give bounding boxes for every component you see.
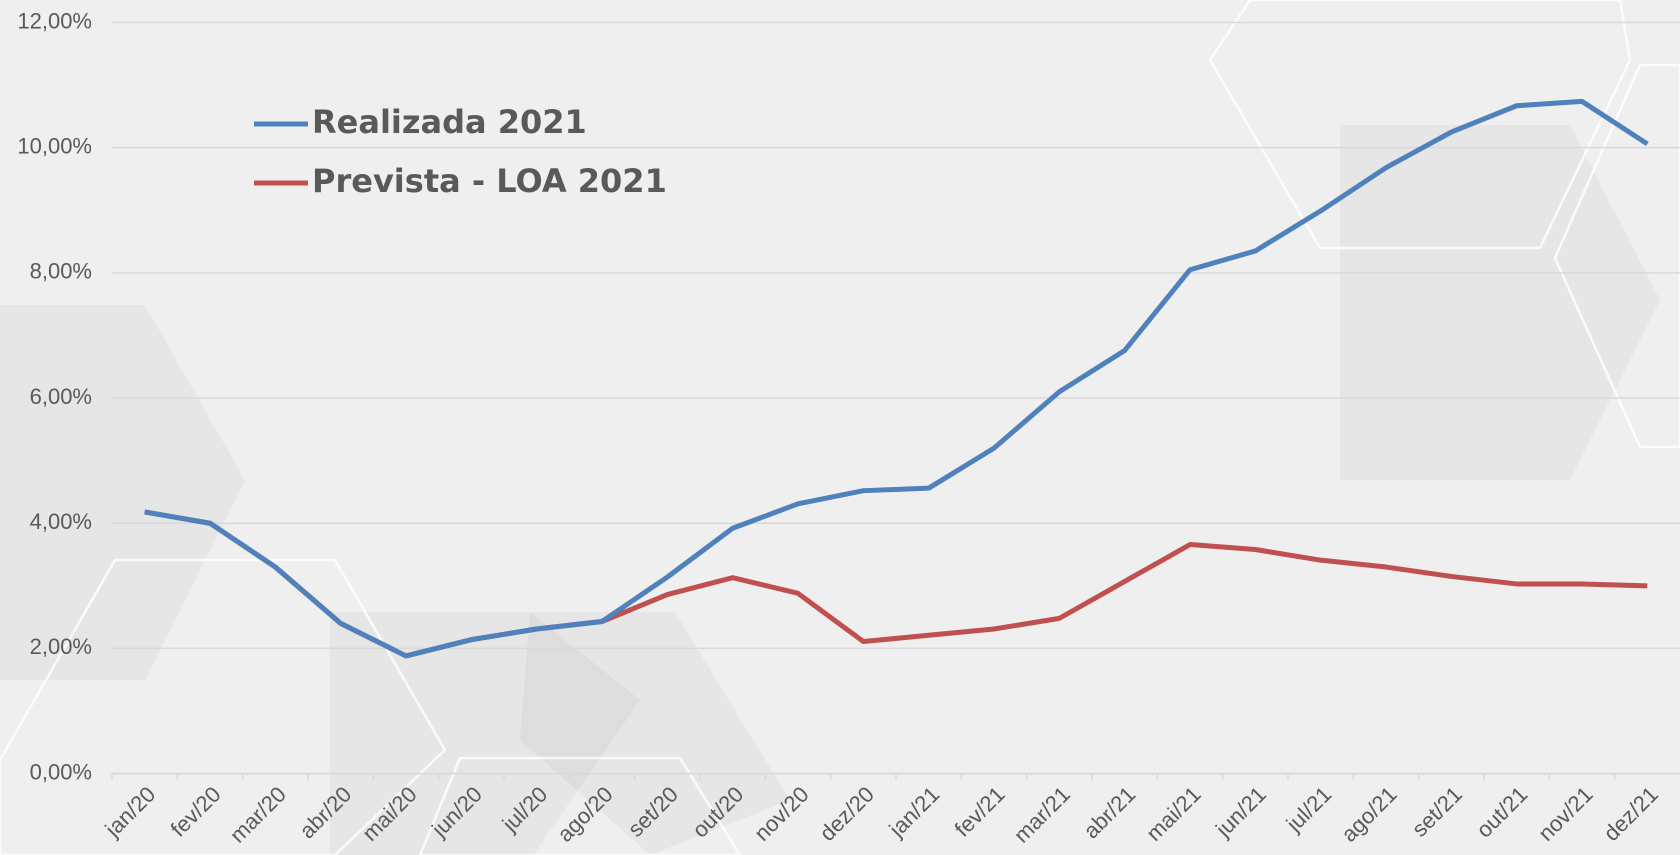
- legend-label: Realizada 2021: [312, 103, 587, 141]
- y-tick-label: 0,00%: [30, 759, 92, 784]
- y-tick-label: 2,00%: [30, 634, 92, 659]
- page: {"chart_data": {"type": "line", "categor…: [0, 0, 1680, 855]
- y-tick-label: 6,00%: [30, 384, 92, 409]
- chart: 0,00%2,00%4,00%6,00%8,00%10,00%12,00%jan…: [0, 0, 1680, 855]
- y-tick-label: 12,00%: [17, 8, 92, 33]
- legend-label: Prevista - LOA 2021: [312, 162, 667, 200]
- y-tick-label: 10,00%: [17, 133, 92, 158]
- y-tick-label: 4,00%: [30, 509, 92, 534]
- y-tick-label: 8,00%: [30, 259, 92, 284]
